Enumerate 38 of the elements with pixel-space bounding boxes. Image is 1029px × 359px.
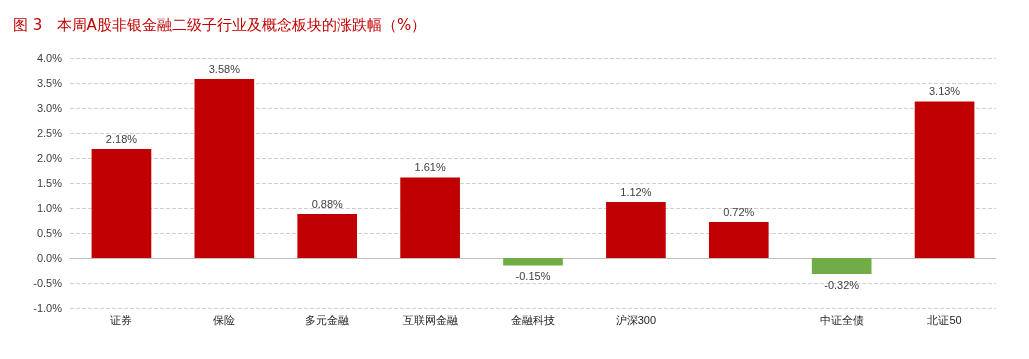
bar (400, 177, 460, 258)
data-label: 3.58% (208, 62, 241, 75)
y-tick-label: 0.5% (36, 227, 63, 239)
data-label: 2.18% (105, 132, 138, 145)
bar (91, 149, 152, 258)
x-tick-label: 金融科技 (511, 313, 555, 326)
data-label: 0.88% (311, 197, 344, 210)
y-tick-label: -0.5% (33, 277, 63, 289)
x-tick-label: 证券 (110, 313, 133, 326)
data-label: 3.13% (928, 85, 961, 97)
data-label: 1.61% (414, 161, 446, 173)
y-tick-label: 2.5% (36, 127, 63, 139)
bar (914, 101, 975, 258)
y-tick-label: 2.0% (36, 152, 63, 164)
data-label: 0.72% (723, 205, 755, 218)
x-tick-label: 沪深300 (615, 313, 657, 326)
y-tick-label: 0.0% (36, 252, 63, 264)
y-tick-label: -1.0% (33, 302, 63, 314)
x-tick-label: 中证全债 (819, 313, 864, 326)
bar (194, 79, 255, 258)
y-tick-label: 1.0% (36, 202, 63, 214)
x-tick-label: 保险 (213, 313, 236, 326)
x-tick-label: 互联网金融 (402, 313, 458, 326)
chart-title: 图 3 本周A股非银金融二级子行业及概念板块的涨跌幅（%） (13, 15, 427, 34)
bar (606, 202, 666, 258)
bar (503, 258, 563, 266)
y-tick-label: 3.5% (36, 77, 63, 89)
bar (708, 222, 769, 258)
y-tick-label: 3.0% (36, 102, 63, 114)
y-tick-label: 1.5% (36, 177, 63, 189)
data-label: -0.32% (824, 278, 860, 291)
bar (811, 258, 872, 274)
bar (297, 214, 358, 258)
data-label: -0.15% (515, 270, 551, 282)
y-tick-label: 4.0% (36, 52, 63, 64)
data-label: 1.12% (620, 185, 652, 198)
x-tick-label: 多元金融 (305, 313, 350, 326)
x-tick-label: 北证50 (927, 313, 962, 326)
